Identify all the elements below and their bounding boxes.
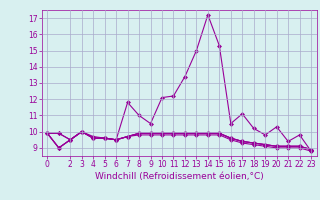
X-axis label: Windchill (Refroidissement éolien,°C): Windchill (Refroidissement éolien,°C) — [95, 172, 264, 181]
